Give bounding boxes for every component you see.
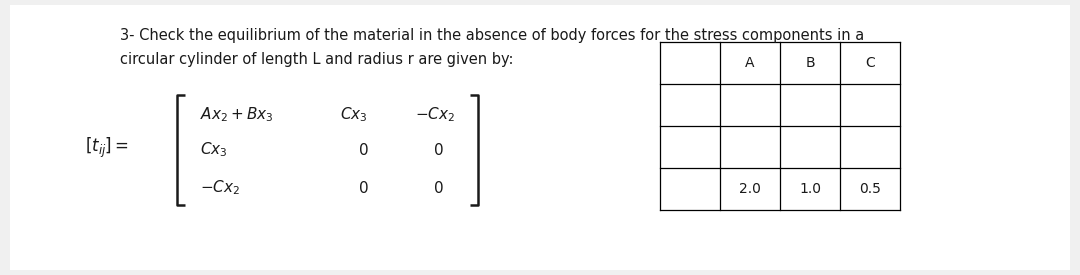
Text: A: A — [745, 56, 755, 70]
Text: $-Cx_2$: $-Cx_2$ — [200, 179, 240, 197]
Text: 2.0: 2.0 — [739, 182, 761, 196]
Text: $0$: $0$ — [433, 180, 444, 196]
Text: $[t_{ij}]=$: $[t_{ij}]=$ — [85, 136, 129, 160]
Text: $Cx_3$: $Cx_3$ — [200, 141, 228, 159]
Text: $0$: $0$ — [357, 142, 368, 158]
Text: 3- Check the equilibrium of the material in the absence of body forces for the s: 3- Check the equilibrium of the material… — [120, 28, 864, 43]
Text: $Cx_3$: $Cx_3$ — [340, 106, 367, 124]
Text: $Ax_2+Bx_3$: $Ax_2+Bx_3$ — [200, 106, 273, 124]
Text: C: C — [865, 56, 875, 70]
Text: $-Cx_2$: $-Cx_2$ — [415, 106, 455, 124]
Text: 1.0: 1.0 — [799, 182, 821, 196]
Text: circular cylinder of length L and radius r are given by:: circular cylinder of length L and radius… — [120, 52, 513, 67]
Text: $0$: $0$ — [433, 142, 444, 158]
Text: $0$: $0$ — [357, 180, 368, 196]
Text: B: B — [806, 56, 814, 70]
Text: 0.5: 0.5 — [859, 182, 881, 196]
